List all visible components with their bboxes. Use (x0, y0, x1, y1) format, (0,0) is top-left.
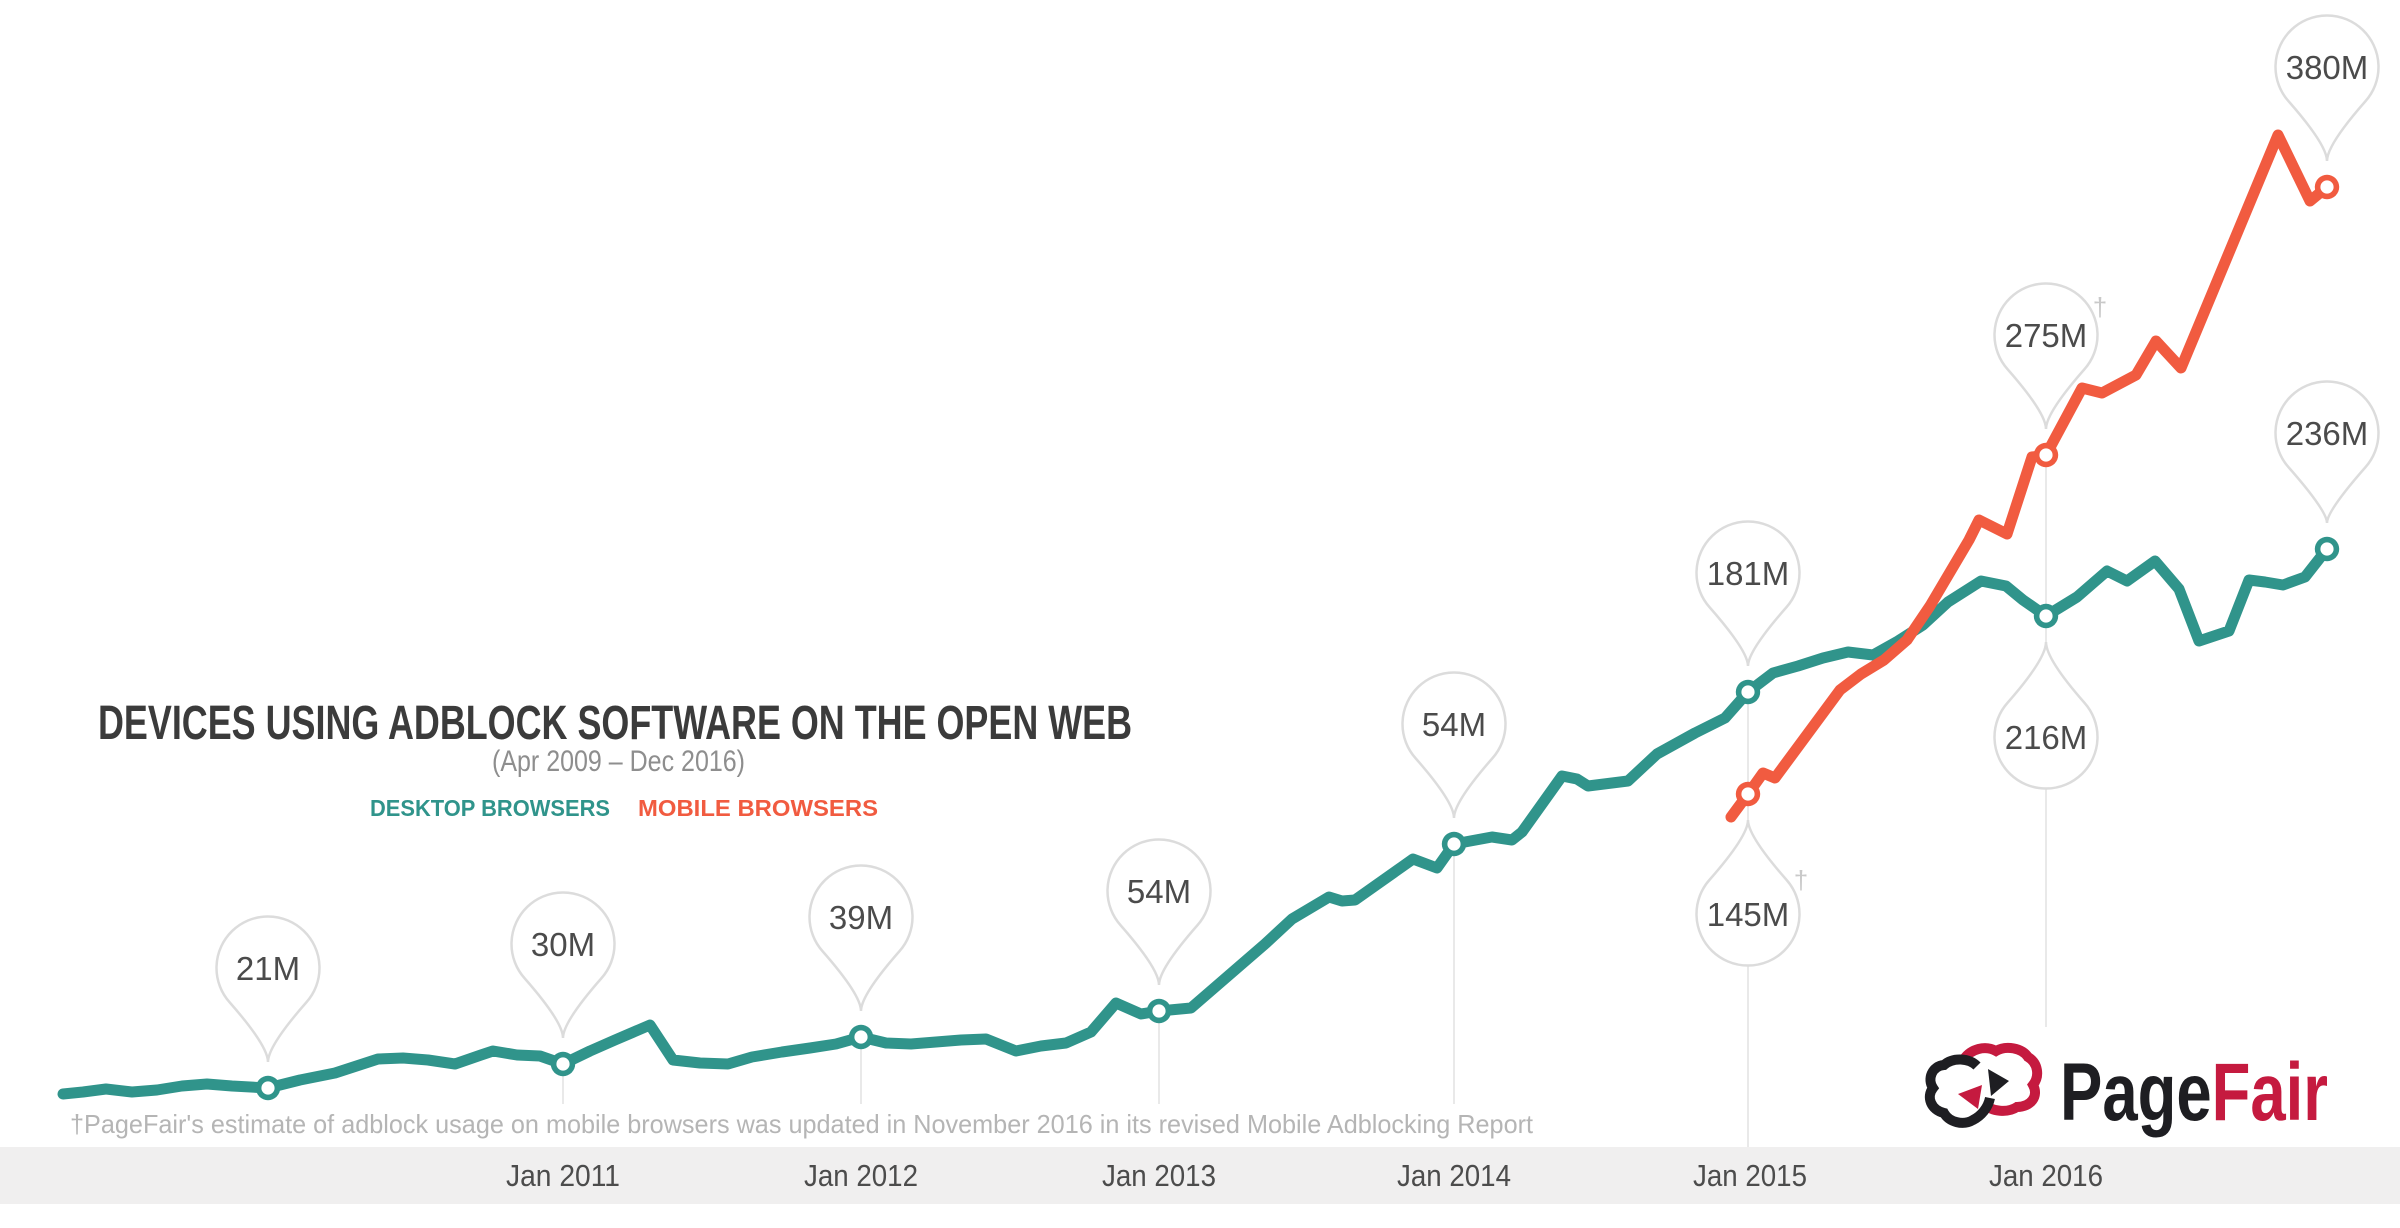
svg-text:216M: 216M (2005, 719, 2088, 756)
svg-text:†PageFair's estimate of adbloc: †PageFair's estimate of adblock usage on… (70, 1109, 1534, 1139)
svg-text:236M: 236M (2286, 415, 2369, 452)
svg-text:MOBILE BROWSERS: MOBILE BROWSERS (638, 795, 878, 821)
svg-text:275M: 275M (2005, 317, 2088, 354)
svg-text:Jan 2011: Jan 2011 (506, 1158, 620, 1193)
svg-text:39M: 39M (829, 899, 893, 936)
svg-text:(Apr 2009 – Dec 2016): (Apr 2009 – Dec 2016) (492, 745, 745, 778)
svg-text:Jan 2015: Jan 2015 (1693, 1158, 1807, 1193)
svg-text:PageFair: PageFair (2060, 1047, 2328, 1138)
svg-text:†: † (2093, 292, 2107, 322)
svg-text:30M: 30M (531, 926, 595, 963)
svg-text:Jan 2014: Jan 2014 (1397, 1158, 1511, 1193)
svg-text:380M: 380M (2286, 49, 2369, 86)
svg-text:54M: 54M (1422, 706, 1486, 743)
svg-text:†: † (1794, 865, 1808, 895)
svg-text:Jan 2012: Jan 2012 (804, 1158, 918, 1193)
svg-text:Jan 2013: Jan 2013 (1102, 1158, 1216, 1193)
svg-text:54M: 54M (1127, 873, 1191, 910)
svg-text:DESKTOP BROWSERS: DESKTOP BROWSERS (370, 795, 610, 821)
svg-text:Jan 2016: Jan 2016 (1989, 1158, 2103, 1193)
svg-text:181M: 181M (1707, 555, 1790, 592)
svg-text:DEVICES USING ADBLOCK SOFTWARE: DEVICES USING ADBLOCK SOFTWARE ON THE OP… (98, 697, 1132, 750)
svg-text:145M: 145M (1707, 896, 1790, 933)
svg-text:21M: 21M (236, 950, 300, 987)
